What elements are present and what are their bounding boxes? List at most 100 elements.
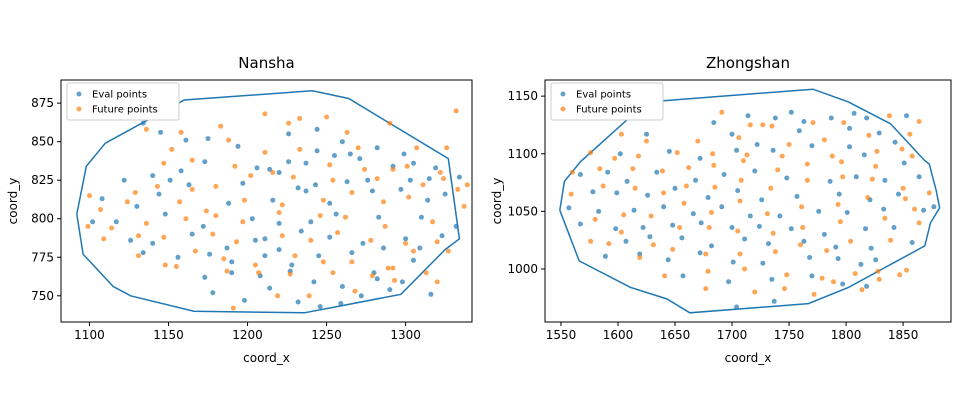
eval-point xyxy=(752,168,758,174)
points-layer xyxy=(566,109,937,310)
y-tick-label: 875 xyxy=(31,96,54,110)
future-point xyxy=(859,287,865,293)
eval-point xyxy=(807,255,813,260)
eval-point xyxy=(90,219,96,225)
future-point xyxy=(811,291,817,297)
future-point xyxy=(317,213,323,219)
y-tick-label: 1100 xyxy=(507,147,538,161)
eval-point xyxy=(693,177,698,183)
eval-point xyxy=(200,223,206,229)
eval-point xyxy=(670,222,676,228)
future-point xyxy=(782,286,787,292)
eval-point xyxy=(270,197,276,203)
eval-point xyxy=(403,236,409,242)
eval-point xyxy=(784,175,790,181)
future-point xyxy=(637,255,643,260)
eval-point xyxy=(433,165,439,171)
eval-point xyxy=(709,243,714,249)
future-point xyxy=(662,273,668,279)
future-point xyxy=(835,202,841,207)
eval-point xyxy=(864,283,870,289)
eval-point xyxy=(347,151,353,157)
future-point xyxy=(852,271,858,277)
future-point xyxy=(660,168,665,174)
future-point xyxy=(821,137,827,143)
eval-point xyxy=(140,250,146,256)
eval-point xyxy=(697,250,703,256)
future-point xyxy=(799,204,805,210)
future-point xyxy=(297,146,303,152)
eval-point xyxy=(734,147,740,153)
future-point xyxy=(290,174,296,180)
eval-point xyxy=(314,148,320,154)
legend-box xyxy=(550,82,664,121)
future-point xyxy=(737,251,743,257)
future-point xyxy=(330,177,336,183)
eval-point xyxy=(909,240,915,245)
eval-point xyxy=(770,147,776,153)
eval-point xyxy=(134,203,140,209)
future-point xyxy=(234,239,239,245)
eval-point xyxy=(365,177,371,183)
eval-point xyxy=(99,196,105,202)
future-point xyxy=(618,131,624,137)
future-point xyxy=(677,225,683,230)
future-point xyxy=(344,129,350,135)
eval-point xyxy=(816,208,822,214)
future-point xyxy=(606,241,612,247)
future-point xyxy=(382,223,388,229)
eval-point xyxy=(183,137,189,143)
future-point xyxy=(434,239,440,245)
eval-point xyxy=(680,273,686,279)
eval-point xyxy=(286,131,292,137)
legend: Eval points Future points xyxy=(550,82,664,121)
future-point xyxy=(916,119,922,124)
eval-point xyxy=(229,259,235,265)
future-point xyxy=(819,275,825,281)
future-point xyxy=(183,216,189,222)
future-point xyxy=(779,153,785,159)
y-tick-label: 850 xyxy=(31,135,54,149)
future-point xyxy=(784,272,790,278)
eval-point xyxy=(566,205,572,211)
x-axis-label: coord_x xyxy=(725,351,772,365)
legend-label-eval: Eval points xyxy=(92,90,147,101)
eval-point xyxy=(276,170,282,175)
future-point xyxy=(841,120,847,126)
future-point xyxy=(445,248,451,254)
eval-point xyxy=(113,219,119,225)
future-point xyxy=(621,212,627,218)
axes-layer: 1100 1150 1200 1250 1300 750 775 800 825 850 875 xyxy=(31,79,473,342)
future-point xyxy=(703,251,709,257)
eval-point xyxy=(210,290,216,296)
eval-point xyxy=(666,148,672,154)
x-tick-label: 1200 xyxy=(232,328,263,342)
future-point xyxy=(831,279,836,285)
future-point xyxy=(226,137,232,143)
future-point xyxy=(899,146,905,152)
eval-point xyxy=(349,250,355,256)
y-axis-label: coord_y xyxy=(490,178,504,225)
future-point xyxy=(362,166,367,172)
future-point xyxy=(101,236,107,242)
eval-point xyxy=(411,257,416,263)
future-point xyxy=(327,162,333,168)
eval-point xyxy=(303,160,309,166)
x-tick-label: 1700 xyxy=(717,328,748,342)
future-point xyxy=(98,207,103,212)
future-point xyxy=(735,228,741,234)
future-point xyxy=(262,149,268,155)
eval-point xyxy=(661,204,667,210)
future-point xyxy=(455,186,461,192)
future-point xyxy=(829,153,835,159)
future-point xyxy=(770,230,776,236)
future-point xyxy=(837,219,843,225)
future-point xyxy=(742,266,748,272)
future-point xyxy=(143,126,149,132)
future-point xyxy=(330,270,336,276)
future-point xyxy=(109,225,115,231)
eval-point xyxy=(756,223,762,229)
y-tick-label: 825 xyxy=(31,173,54,187)
future-point xyxy=(618,229,624,235)
eval-point xyxy=(333,211,339,217)
